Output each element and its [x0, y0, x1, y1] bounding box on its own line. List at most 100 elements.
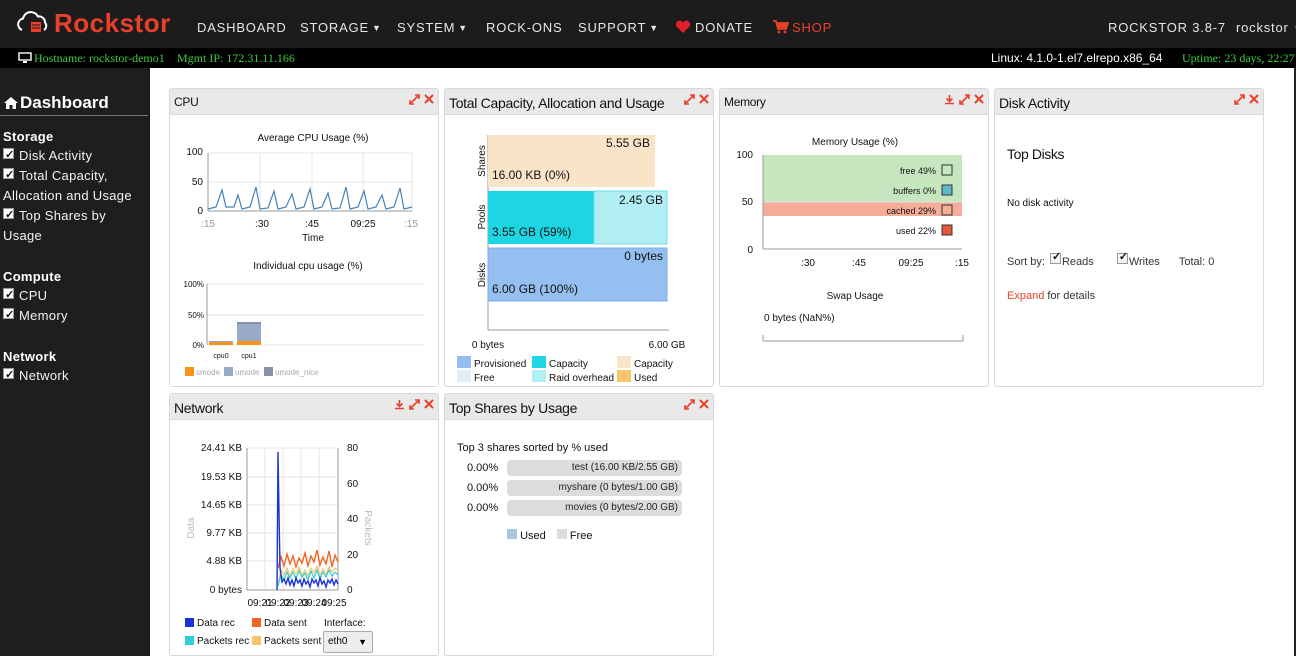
expand-icon[interactable] [684, 94, 695, 105]
checkbox[interactable] [3, 305, 15, 325]
widget-title: CPU [174, 95, 199, 109]
top-shares-widget: Top Shares by Usage Top 3 shares sorted … [444, 393, 714, 656]
widget-title: Network [174, 400, 224, 416]
expand-icon[interactable] [409, 399, 420, 410]
checkbox[interactable] [3, 165, 15, 185]
packets-rec-line [277, 568, 339, 587]
x-tick-label: :45 [852, 258, 866, 269]
x-tick-label: 09:22 [265, 598, 290, 609]
caret-down-icon: ▼ [358, 637, 367, 647]
sidebar-item-total-capacity[interactable]: Total Capacity, Allocation and Usage [3, 165, 143, 206]
x-tick-label: :30 [801, 258, 815, 269]
y-tick-label-right: 60 [347, 479, 359, 490]
y-axis-label-left: Data [186, 517, 197, 539]
writes-checkbox[interactable] [1116, 250, 1128, 264]
no-disk-activity-text: No disk activity [1007, 198, 1074, 209]
sidebar-title[interactable]: Dashboard [3, 93, 109, 113]
x-tick-label: :45 [305, 219, 319, 230]
legend-swatch-share-capacity [617, 356, 631, 368]
close-icon[interactable] [424, 399, 434, 409]
sidebar-item-memory[interactable]: Memory [3, 305, 143, 326]
close-icon[interactable] [699, 94, 709, 104]
nav-rock-ons-label: ROCK-ONS [486, 20, 563, 35]
caret-down-icon: ▼ [458, 23, 468, 33]
data-rec-line [276, 451, 339, 591]
legend-label: Used [520, 530, 546, 542]
sidebar-item-cpu[interactable]: CPU [3, 285, 143, 306]
legend-label: Used [634, 373, 657, 384]
y-tick-label: 50 [192, 177, 204, 188]
checkbox[interactable] [3, 285, 15, 305]
close-icon[interactable] [424, 94, 434, 104]
interface-select[interactable]: eth0 ▼ [323, 631, 373, 653]
y-tick-label: 100 [736, 150, 753, 161]
uptime-text: Uptime: 23 days, 22:27 [1182, 51, 1295, 65]
checkbox[interactable] [3, 145, 15, 165]
checkbox[interactable] [3, 365, 15, 385]
memory-charts: Memory Usage (%) 100 50 0 :30 :45 09:25 … [736, 137, 969, 342]
legend-label: used 22% [896, 226, 936, 236]
legend-label: Data sent [264, 618, 307, 629]
expand-icon[interactable] [684, 399, 695, 410]
legend-label: smode [196, 368, 221, 377]
legend-swatch-used [941, 224, 953, 236]
caret-down-icon: ▼ [649, 23, 659, 33]
row-label: Pools [477, 204, 488, 229]
legend-swatch-raid-overhead [532, 370, 546, 382]
sidebar-section-compute: Compute [3, 269, 62, 284]
close-icon[interactable] [699, 399, 709, 409]
share-bar[interactable]: movies (0 bytes/2.00 GB) [507, 500, 682, 516]
x-tick-label: 6.00 GB [649, 340, 686, 351]
top-disks-heading: Top Disks [1007, 146, 1065, 162]
x-tick-label: :15 [955, 258, 969, 269]
y-tick-label: 0 bytes [210, 585, 242, 596]
expand-icon[interactable] [959, 94, 970, 105]
nav-shop-label: SHOP [792, 20, 833, 35]
share-bar[interactable]: test (16.00 KB/2.55 GB) [507, 460, 682, 476]
sidebar-section-storage: Storage [3, 129, 54, 144]
nav-support[interactable]: SUPPORT ▼ [578, 0, 659, 48]
sidebar-item-top-shares[interactable]: Top Shares by Usage [3, 205, 143, 246]
y-tick-label: 100% [184, 280, 204, 289]
nav-donate-label: DONATE [695, 20, 754, 35]
download-icon[interactable] [394, 399, 405, 410]
cpu-widget: CPU Average CPU Usage (%) 100 50 0 :15 :… [169, 88, 439, 387]
widget-header[interactable]: Disk Activity [995, 89, 1263, 115]
checkbox[interactable] [3, 205, 15, 225]
packets-sent-line [277, 564, 339, 585]
expand-link[interactable]: Expand [1007, 290, 1045, 302]
close-icon[interactable] [974, 94, 984, 104]
nav-shop[interactable]: SHOP [773, 0, 832, 48]
shares-bar [488, 135, 655, 187]
expand-icon[interactable] [409, 94, 420, 105]
widget-header[interactable]: CPU [170, 89, 438, 115]
nav-donate[interactable]: DONATE [675, 0, 753, 48]
widget-header[interactable]: Total Capacity, Allocation and Usage [445, 89, 713, 115]
swap-value: 0 bytes (NaN%) [764, 313, 835, 324]
nav-dashboard[interactable]: DASHBOARD [197, 0, 287, 48]
reads-checkbox[interactable] [1049, 250, 1061, 264]
nav-system[interactable]: SYSTEM ▼ [397, 0, 468, 48]
nav-rock-ons[interactable]: ROCK-ONS [486, 0, 562, 48]
widget-header[interactable]: Memory [720, 89, 988, 115]
widget-header[interactable]: Network [170, 394, 438, 420]
brand-logo[interactable]: Rockstor [14, 8, 171, 38]
user-menu[interactable]: rockstor [1236, 0, 1296, 48]
y-axis-label-right: Packets [362, 510, 373, 546]
close-icon[interactable] [1249, 94, 1259, 104]
sidebar-item-network[interactable]: Network [3, 365, 143, 386]
nav-storage[interactable]: STORAGE ▼ [300, 0, 382, 48]
widget-header[interactable]: Top Shares by Usage [445, 394, 713, 420]
sidebar-item-label: CPU [19, 288, 48, 303]
legend-label: Capacity [634, 359, 673, 370]
sidebar-item-disk-activity[interactable]: Disk Activity [3, 145, 143, 166]
download-icon[interactable] [944, 94, 955, 105]
legend-swatch-umode [224, 367, 233, 376]
legend-swatch-provisioned [457, 356, 471, 368]
widget-title: Memory [724, 95, 766, 109]
sidebar-item-label: Network [19, 368, 69, 383]
avg-cpu-chart-title: Average CPU Usage (%) [258, 133, 369, 144]
expand-details: Expand for details [1007, 290, 1095, 302]
share-bar[interactable]: myshare (0 bytes/1.00 GB) [507, 480, 682, 496]
expand-icon[interactable] [1234, 94, 1245, 105]
